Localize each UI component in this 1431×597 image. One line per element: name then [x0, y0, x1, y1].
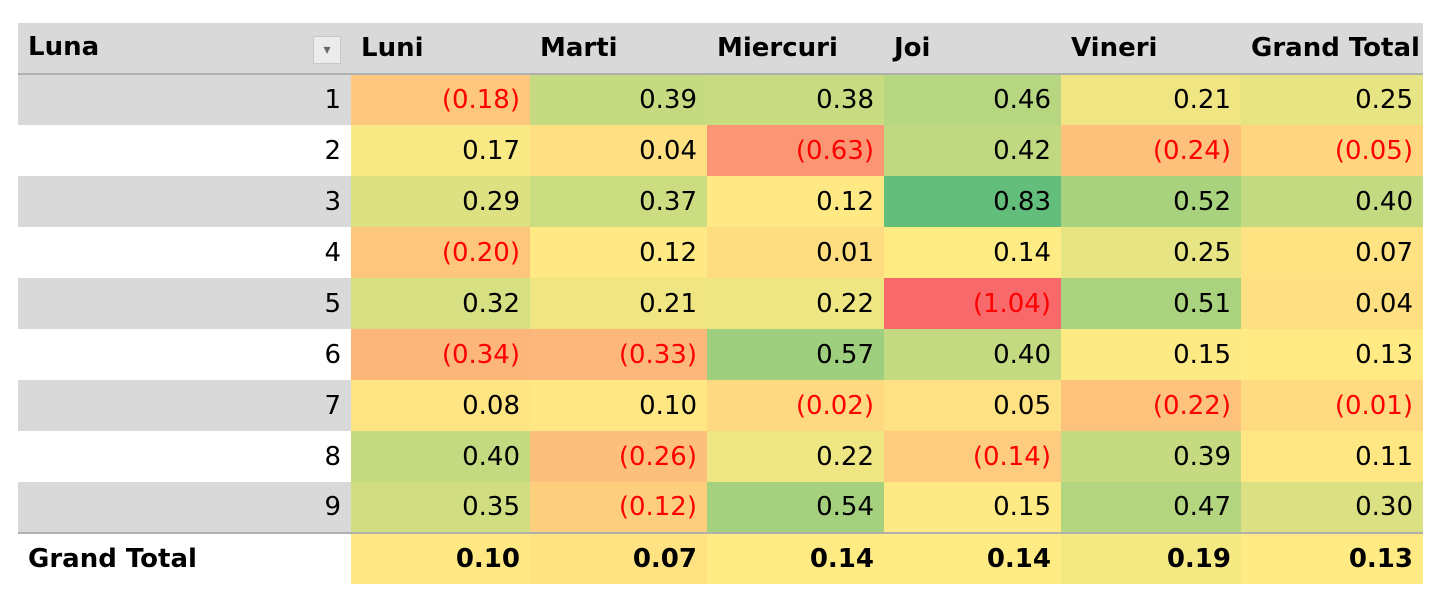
heatmap-cell: 0.40 [351, 431, 530, 482]
heatmap-cell: 0.04 [1241, 278, 1423, 329]
row-label: 3 [18, 176, 351, 227]
heatmap-cell: (0.20) [351, 227, 530, 278]
heatmap-cell: 0.15 [1061, 329, 1241, 380]
heatmap-cell: (0.63) [707, 125, 884, 176]
row-label: 6 [18, 329, 351, 380]
heatmap-cell: 0.12 [707, 176, 884, 227]
row-label: 9 [18, 482, 351, 533]
heatmap-cell: 0.42 [884, 125, 1061, 176]
grand-total-cell: 0.10 [351, 532, 530, 584]
grand-total-label: Grand Total [18, 532, 351, 584]
heatmap-cell: (0.34) [351, 329, 530, 380]
heatmap-cell: (0.12) [530, 482, 707, 533]
heatmap-cell: (0.05) [1241, 125, 1423, 176]
heatmap-cell: (0.14) [884, 431, 1061, 482]
table-row: 1 (0.18) 0.39 0.38 0.46 0.21 0.25 [18, 74, 1423, 125]
grand-total-row: Grand Total 0.10 0.07 0.14 0.14 0.19 0.13 [18, 532, 1423, 584]
heatmap-cell: (0.24) [1061, 125, 1241, 176]
row-label: 8 [18, 431, 351, 482]
heatmap-cell: (0.33) [530, 329, 707, 380]
row-label: 4 [18, 227, 351, 278]
heatmap-cell: 0.10 [530, 380, 707, 431]
column-header-5: Grand Total [1241, 23, 1423, 75]
row-header-cell: Luna ▾ [18, 23, 351, 75]
grand-total-cell: 0.07 [530, 532, 707, 584]
heatmap-cell: 0.25 [1061, 227, 1241, 278]
heatmap-cell: 0.01 [707, 227, 884, 278]
grand-total-cell: 0.19 [1061, 532, 1241, 584]
row-label: 7 [18, 380, 351, 431]
column-header-2: Miercuri [707, 23, 884, 75]
heatmap-cell: 0.39 [530, 74, 707, 125]
heatmap-cell: 0.40 [1241, 176, 1423, 227]
heatmap-cell: 0.51 [1061, 278, 1241, 329]
heatmap-cell: 0.21 [530, 278, 707, 329]
heatmap-cell: 0.17 [351, 125, 530, 176]
heatmap-cell: 0.32 [351, 278, 530, 329]
heatmap-cell: 0.14 [884, 227, 1061, 278]
table-row: 4 (0.20) 0.12 0.01 0.14 0.25 0.07 [18, 227, 1423, 278]
heatmap-cell: (0.01) [1241, 380, 1423, 431]
table-row: 3 0.29 0.37 0.12 0.83 0.52 0.40 [18, 176, 1423, 227]
row-label: 2 [18, 125, 351, 176]
column-header-1: Marti [530, 23, 707, 75]
heatmap-cell: (0.18) [351, 74, 530, 125]
heatmap-cell: 0.08 [351, 380, 530, 431]
grand-total-cell: 0.14 [707, 532, 884, 584]
heatmap-cell: 0.13 [1241, 329, 1423, 380]
heatmap-cell: 0.39 [1061, 431, 1241, 482]
heatmap-cell: 0.25 [1241, 74, 1423, 125]
heatmap-cell: (0.02) [707, 380, 884, 431]
row-label: 1 [18, 74, 351, 125]
heatmap-cell: 0.46 [884, 74, 1061, 125]
heatmap-cell: 0.30 [1241, 482, 1423, 533]
table-row: 9 0.35 (0.12) 0.54 0.15 0.47 0.30 [18, 482, 1423, 533]
heatmap-cell: 0.57 [707, 329, 884, 380]
heatmap-cell: 0.04 [530, 125, 707, 176]
heatmap-cell: 0.21 [1061, 74, 1241, 125]
pivot-table: Luna ▾ Luni Marti Miercuri Joi Vineri Grand Tot… [18, 23, 1423, 584]
heatmap-cell: (0.26) [530, 431, 707, 482]
heatmap-cell: 0.35 [351, 482, 530, 533]
heatmap-cell: (0.22) [1061, 380, 1241, 431]
heatmap-cell: 0.22 [707, 278, 884, 329]
heatmap-cell: 0.07 [1241, 227, 1423, 278]
heatmap-cell: 0.29 [351, 176, 530, 227]
column-header-4: Vineri [1061, 23, 1241, 75]
row-label: 5 [18, 278, 351, 329]
header-row: Luna ▾ Luni Marti Miercuri Joi Vineri Grand Tot… [18, 23, 1423, 75]
grand-total-cell: 0.13 [1241, 532, 1423, 584]
heatmap-cell: 0.22 [707, 431, 884, 482]
heatmap-cell: 0.11 [1241, 431, 1423, 482]
heatmap-cell: 0.83 [884, 176, 1061, 227]
table-row: 8 0.40 (0.26) 0.22 (0.14) 0.39 0.11 [18, 431, 1423, 482]
heatmap-cell: 0.47 [1061, 482, 1241, 533]
heatmap-cell: 0.40 [884, 329, 1061, 380]
heatmap-cell: 0.12 [530, 227, 707, 278]
heatmap-cell: 0.52 [1061, 176, 1241, 227]
row-header-label: Luna [28, 32, 100, 62]
heatmap-cell: 0.38 [707, 74, 884, 125]
table-row: 7 0.08 0.10 (0.02) 0.05 (0.22) (0.01) [18, 380, 1423, 431]
table-row: 5 0.32 0.21 0.22 (1.04) 0.51 0.04 [18, 278, 1423, 329]
grand-total-cell: 0.14 [884, 532, 1061, 584]
heatmap-cell: 0.37 [530, 176, 707, 227]
heatmap-cell: 0.05 [884, 380, 1061, 431]
table-row: 6 (0.34) (0.33) 0.57 0.40 0.15 0.13 [18, 329, 1423, 380]
column-header-3: Joi [884, 23, 1061, 75]
dropdown-arrow-icon[interactable]: ▾ [313, 36, 341, 64]
heatmap-cell: 0.15 [884, 482, 1061, 533]
table-row: 2 0.17 0.04 (0.63) 0.42 (0.24) (0.05) [18, 125, 1423, 176]
heatmap-cell: 0.54 [707, 482, 884, 533]
column-header-0: Luni [351, 23, 530, 75]
heatmap-cell: (1.04) [884, 278, 1061, 329]
